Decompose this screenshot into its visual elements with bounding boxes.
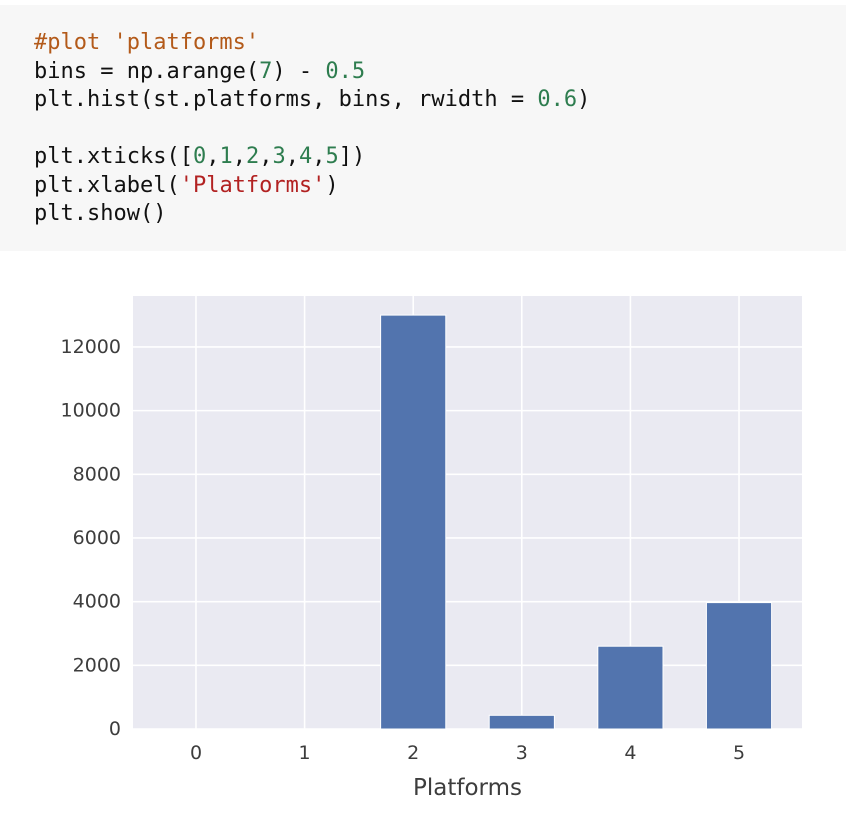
x-tick-labels: 0 1 2 3 4 5 <box>190 742 745 764</box>
x-tick-label: 3 <box>516 742 528 764</box>
code-line <box>34 115 812 144</box>
code-token: 2 <box>245 144 260 169</box>
plot-area <box>133 296 802 729</box>
code-token: , <box>259 144 273 169</box>
x-tick-label: 5 <box>733 742 745 764</box>
y-tick-label: 2000 <box>73 654 121 676</box>
y-tick-labels: 0 2000 4000 6000 8000 10000 12000 <box>61 336 121 740</box>
x-axis-title: Platforms <box>413 775 522 801</box>
code-lines: #plot 'platforms' bins = np.arange(7) - 0… <box>34 29 812 229</box>
code-token: 1 <box>219 144 233 169</box>
code-token: , <box>232 144 246 169</box>
bar-platforms-5 <box>705 602 773 730</box>
code-token: 3 <box>272 144 286 169</box>
code-cell[interactable]: #plot 'platforms' bins = np.arange(7) - 0… <box>0 5 846 251</box>
y-tick-label: 8000 <box>73 463 121 485</box>
x-tick-label: 1 <box>299 742 311 764</box>
histogram-chart: 0 2000 4000 6000 8000 10000 12000 0 1 2 3 4 5 Platf… <box>61 296 802 801</box>
code-token: 0 <box>192 144 207 169</box>
code-token: #plot 'platforms' <box>34 30 260 55</box>
code-line: plt.show() <box>34 200 812 229</box>
y-tick-label: 10000 <box>61 400 121 422</box>
code-token: 7 <box>259 58 273 84</box>
code-token: ) - <box>272 58 326 84</box>
y-tick-label: 0 <box>109 718 121 740</box>
bar-platforms-2 <box>380 314 447 730</box>
code-line: plt.xticks([0,1,2,3,4,5]) <box>34 143 812 172</box>
code-token: ) <box>325 172 339 198</box>
y-tick-label: 6000 <box>73 527 121 549</box>
code-token: 0.5 <box>325 58 366 84</box>
code-token: 0.6 <box>537 87 578 112</box>
code-token: bins = np.arange( <box>34 58 260 84</box>
code-token: 5 <box>325 144 339 169</box>
code-line: #plot 'platforms' <box>34 29 812 58</box>
code-token: plt.xlabel( <box>34 172 180 198</box>
code-line: plt.hist(st.platforms, bins, rwidth = 0.… <box>34 86 812 115</box>
code-token: , <box>206 144 220 169</box>
code-token: ) <box>577 87 591 112</box>
bars <box>380 314 773 730</box>
code-token: , <box>312 144 326 169</box>
x-tick-label: 2 <box>407 742 419 764</box>
code-token: plt.xticks([ <box>34 144 193 169</box>
x-tick-label: 4 <box>624 742 636 764</box>
x-tick-label: 0 <box>190 742 202 764</box>
bar-platforms-3 <box>488 714 555 730</box>
y-tick-label: 12000 <box>61 336 121 358</box>
code-token: , <box>285 144 299 169</box>
code-line: plt.xlabel('Platforms') <box>34 172 812 201</box>
bar-platforms-4 <box>597 645 664 730</box>
code-token: plt.hist(st.platforms, bins, rwidth = <box>34 87 538 112</box>
code-token: 4 <box>298 144 313 169</box>
code-token: ]) <box>338 144 366 169</box>
code-token: plt.show() <box>34 201 167 226</box>
code-token: 'Platforms' <box>179 172 326 198</box>
code-line: bins = np.arange(7) - 0.5 <box>34 58 812 87</box>
y-tick-label: 4000 <box>73 591 121 613</box>
